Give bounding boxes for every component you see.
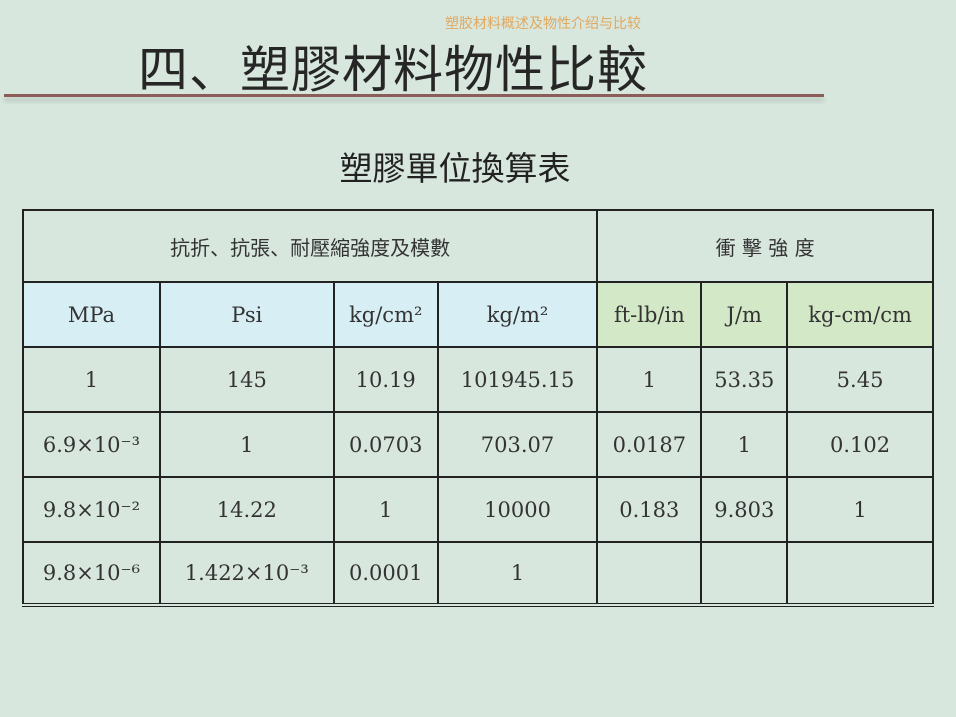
table-cell: 0.0001 <box>332 541 439 607</box>
table-cell: 1 <box>596 346 703 413</box>
table-cell: 10000 <box>436 476 599 543</box>
table-cell <box>700 541 789 607</box>
table-cell: 14.22 <box>158 476 335 543</box>
table-cell: 1.422×10⁻³ <box>158 541 335 607</box>
table-cell: 1 <box>786 476 934 543</box>
table-cell: 1 <box>158 411 335 478</box>
table-row: 6.9×10⁻³ 1 0.0703 703.07 0.0187 1 0.102 <box>22 411 934 478</box>
title-divider <box>4 94 824 97</box>
table-cell: 1 <box>332 476 439 543</box>
unit-header-cell: kg/cm² <box>332 281 439 348</box>
table-row: 9.8×10⁻² 14.22 1 10000 0.183 9.803 1 <box>22 476 934 543</box>
table-cell: 5.45 <box>786 346 934 413</box>
slide-subtitle: 塑胶材料概述及物性介绍与比较 <box>445 16 641 32</box>
unit-header-cell: Psi <box>158 281 335 348</box>
table-cell: 145 <box>158 346 335 413</box>
slide-title: 四、塑膠材料物性比較 <box>138 41 648 99</box>
table-cell: 0.0187 <box>596 411 703 478</box>
unit-header-cell: MPa <box>22 281 161 348</box>
table-cell: 10.19 <box>332 346 439 413</box>
group-header-impact: 衝 擊 強 度 <box>596 209 934 283</box>
unit-header-cell: J/m <box>700 281 789 348</box>
table-cell: 9.803 <box>700 476 789 543</box>
unit-header-cell: ft-lb/in <box>596 281 703 348</box>
table-cell: 9.8×10⁻² <box>22 476 161 543</box>
table-cell: 703.07 <box>436 411 599 478</box>
table-cell: 1 <box>700 411 789 478</box>
group-header-strength: 抗折、抗張、耐壓縮強度及模數 <box>21 209 599 283</box>
table-row: 1 145 10.19 101945.15 1 53.35 5.45 <box>22 346 934 413</box>
table-cell <box>596 541 703 607</box>
unit-header-cell: kg/m² <box>436 281 599 348</box>
table-cell: 101945.15 <box>436 346 599 413</box>
table-cell: 53.35 <box>700 346 789 413</box>
units-row: MPa Psi kg/cm² kg/m² ft-lb/in J/m kg-cm/cm <box>22 281 934 348</box>
table-cell: 0.0703 <box>332 411 439 478</box>
table-cell: 0.102 <box>786 411 934 478</box>
table-cell: 1 <box>22 346 161 413</box>
table-cell: 9.8×10⁻⁶ <box>22 541 161 607</box>
table-cell: 1 <box>436 541 599 607</box>
table-cell: 6.9×10⁻³ <box>22 411 161 478</box>
table-cell: 0.183 <box>596 476 703 543</box>
table-cell <box>786 541 934 607</box>
unit-header-cell: kg-cm/cm <box>786 281 934 348</box>
table-caption: 塑膠單位換算表 <box>339 149 571 188</box>
table-row: 9.8×10⁻⁶ 1.422×10⁻³ 0.0001 1 <box>22 541 934 607</box>
unit-conversion-table: 抗折、抗張、耐壓縮強度及模數 衝 擊 強 度 MPa Psi kg/cm² kg/m²… <box>21 209 934 607</box>
